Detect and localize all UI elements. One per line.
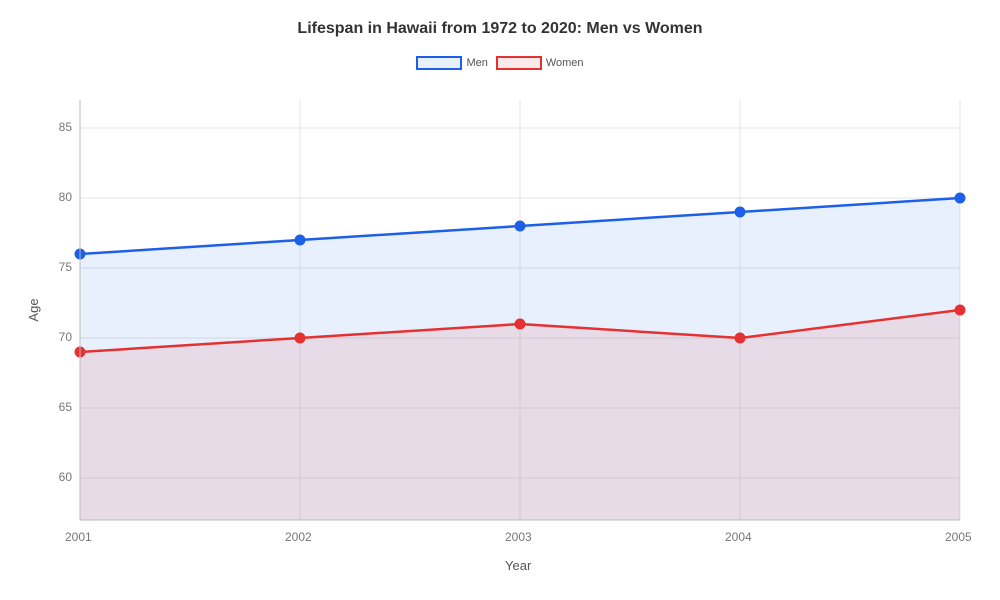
plot-area: [0, 0, 1000, 600]
y-tick: 65: [59, 400, 72, 414]
y-tick: 80: [59, 190, 72, 204]
x-axis-label: Year: [505, 558, 531, 573]
x-tick: 2004: [725, 530, 752, 544]
y-tick: 60: [59, 470, 72, 484]
y-tick: 85: [59, 120, 72, 134]
x-tick: 2003: [505, 530, 532, 544]
chart-container: Lifespan in Hawaii from 1972 to 2020: Me…: [0, 0, 1000, 600]
y-tick: 70: [59, 330, 72, 344]
y-axis-label: Age: [26, 298, 41, 321]
x-tick: 2002: [285, 530, 312, 544]
x-tick: 2001: [65, 530, 92, 544]
y-tick: 75: [59, 260, 72, 274]
x-tick: 2005: [945, 530, 972, 544]
